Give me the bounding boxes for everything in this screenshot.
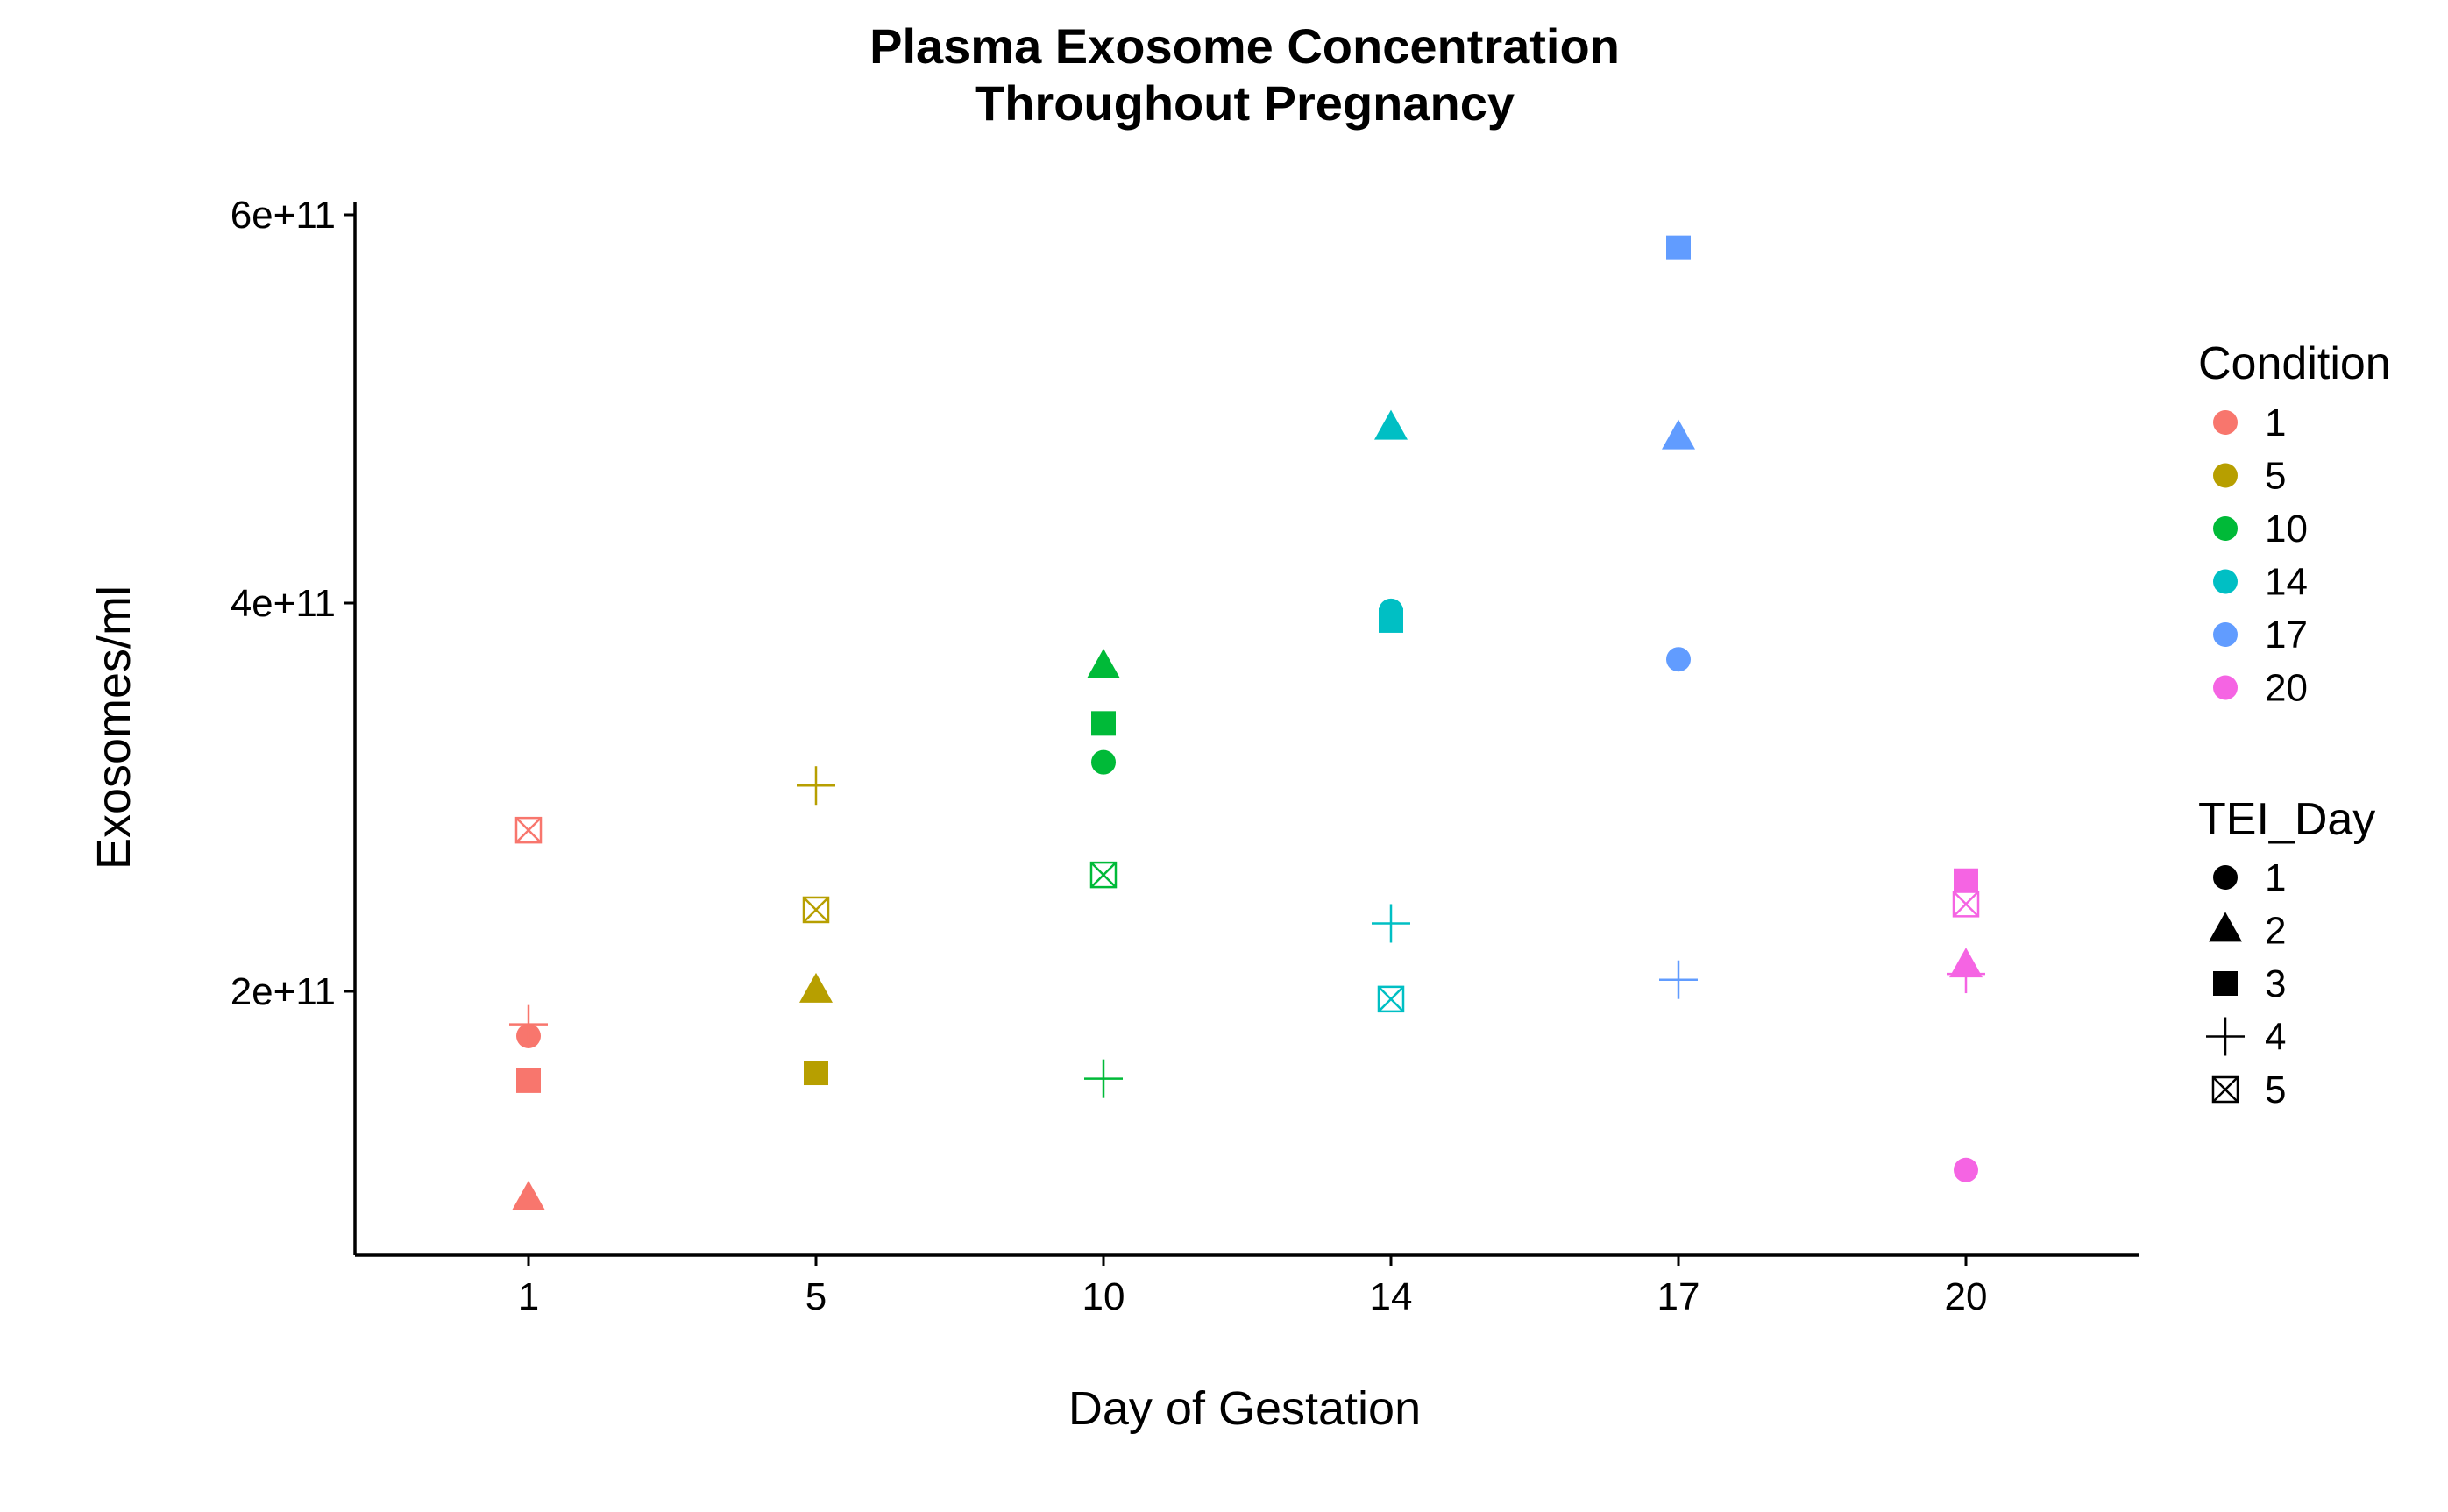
data-point	[512, 1180, 545, 1210]
x-tick-label: 20	[1945, 1275, 1988, 1318]
legend-label-tei-day: 1	[2265, 856, 2286, 899]
legend-label-condition: 1	[2265, 401, 2286, 444]
y-tick-label: 2e+11	[231, 970, 336, 1013]
legend-key-tei-day	[2213, 865, 2238, 890]
data-point	[802, 896, 830, 924]
legend-key-condition	[2213, 569, 2238, 594]
legend-key-condition	[2213, 622, 2238, 647]
data-point	[1952, 891, 1980, 918]
data-point	[1091, 711, 1116, 736]
legend-title-condition: Condition	[2198, 338, 2391, 389]
x-tick-label: 14	[1370, 1275, 1413, 1318]
data-point	[1379, 607, 1403, 633]
data-point	[1087, 649, 1120, 679]
data-point	[1374, 409, 1408, 440]
y-tick-label: 4e+11	[231, 582, 336, 625]
legend-key-condition	[2213, 410, 2238, 435]
data-point	[516, 1068, 541, 1093]
data-point	[1954, 1157, 1978, 1182]
x-tick-label: 1	[518, 1275, 539, 1318]
x-tick-label: 10	[1082, 1275, 1125, 1318]
data-point	[1084, 1059, 1123, 1098]
legend-title-tei-day: TEI_Day	[2198, 794, 2375, 845]
y-tick-label: 6e+11	[231, 194, 336, 237]
data-point	[1377, 985, 1405, 1013]
chart-title-line-1: Plasma Exosome Concentration	[869, 18, 1620, 74]
data-point	[1666, 647, 1691, 672]
legend-key-condition	[2213, 675, 2238, 700]
data-point	[1091, 749, 1116, 775]
legend-key-condition	[2213, 463, 2238, 488]
legend-label-condition: 10	[2265, 508, 2308, 550]
legend-label-tei-day: 5	[2265, 1068, 2286, 1111]
data-point	[1666, 235, 1691, 260]
data-points	[509, 235, 1985, 1210]
legend-label-tei-day: 3	[2265, 962, 2286, 1005]
axes: 2e+11 4e+11 6e+11 1 5 10 14 17 20	[231, 194, 2139, 1318]
legend-label-tei-day: 4	[2265, 1016, 2286, 1059]
data-point	[509, 1004, 548, 1044]
legend-label-tei-day: 2	[2265, 910, 2286, 953]
chart-title-line-2: Throughout Pregnancy	[975, 75, 1515, 131]
x-axis-title: Day of Gestation	[1068, 1382, 1421, 1435]
data-point	[1954, 868, 1978, 893]
data-point	[1372, 904, 1410, 943]
legend-label-condition: 17	[2265, 614, 2308, 657]
legend: Condition 1 5 10 14 17 20 TEI_Day 1 2 3 4 5	[2198, 338, 2391, 1111]
data-point	[797, 766, 835, 806]
data-point	[1659, 960, 1698, 999]
legend-label-condition: 20	[2265, 667, 2308, 710]
legend-label-condition: 5	[2265, 455, 2286, 498]
legend-key-condition	[2213, 516, 2238, 541]
x-tick-label: 17	[1657, 1275, 1700, 1318]
legend-key-tei-day	[2209, 912, 2242, 942]
legend-key-tei-day	[2213, 971, 2238, 996]
x-tick-label: 5	[805, 1275, 827, 1318]
data-point	[514, 816, 543, 844]
data-point	[804, 1061, 828, 1086]
legend-key-tei-day	[2206, 1017, 2245, 1056]
chart-title: Plasma Exosome Concentration Throughout …	[869, 18, 1620, 131]
legend-key-tei-day	[2211, 1075, 2239, 1104]
data-point	[1662, 419, 1695, 450]
legend-label-condition: 14	[2265, 561, 2308, 604]
data-point	[1089, 861, 1118, 889]
y-axis-title: Exosomes/ml	[88, 586, 140, 870]
data-point	[799, 972, 833, 1003]
data-point	[1947, 955, 1985, 994]
